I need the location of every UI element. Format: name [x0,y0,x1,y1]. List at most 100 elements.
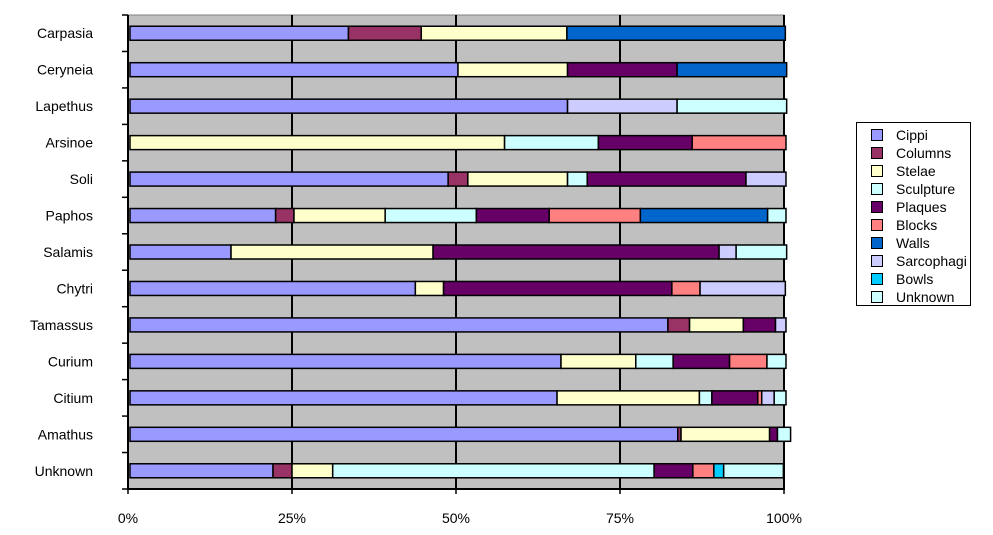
bar-segment-plaques [432,244,720,260]
category-label: Amathus [38,426,93,442]
bar-segment-cippi [129,61,459,78]
category-label: Lapethus [35,98,93,114]
bar-segment-stelae [467,171,569,187]
bar-segment-stelae [129,134,506,151]
bar-segment-stelae [414,280,445,297]
bar-segment-stelae [457,61,569,78]
bar-segment-plaques [597,134,693,151]
bar-segment-stelae [680,426,771,443]
bar-segment-walls [639,207,769,224]
bar-segment-sculpture [384,207,478,224]
bar-segment-cippi [129,25,350,41]
bar-segment-cippi [129,317,669,333]
bar-segment-unknown [735,244,788,260]
bar-segment-stelae [230,244,434,260]
bar-segment-sarcophagi [745,171,787,187]
x-tick-label: 100% [766,510,802,526]
bar-segment-columns [447,171,469,187]
bar-segment-columns [274,207,295,224]
bar-segment-plaques [566,61,678,78]
bar-segment-cippi [129,390,558,406]
x-tick-label: 75% [606,510,634,526]
bar-segment-cippi [129,207,277,224]
category-label: Salamis [43,244,93,260]
legend-swatch [871,237,883,249]
bar-segment-plaques [586,171,747,187]
legend-label: Unknown [896,289,955,305]
bar-segment-sarcophagi [699,280,787,297]
legend-swatch [871,255,883,267]
bar-segment-cippi [129,353,562,370]
bar-segment-stelae [560,353,637,370]
bar-segment-stelae [556,390,701,406]
bar-segment-blocks [691,134,787,151]
legend-label: Columns [896,145,952,161]
bar-segment-cippi [129,426,679,443]
bar-segment-blocks [671,280,701,297]
bar-segment-blocks [692,463,715,479]
bar-segment-cippi [129,171,449,187]
legend-label: Sculpture [896,181,956,197]
x-tick-label: 50% [442,510,470,526]
bar-segment-walls [566,25,787,41]
bar-segment-plaques [742,317,777,333]
bar-segment-blocks [548,207,642,224]
bar-segment-sarcophagi [718,244,737,260]
category-label: Curium [48,353,93,369]
bar-segment-plaques [768,426,779,443]
category-label: Citium [53,390,93,406]
bar-segment-plaques [672,353,731,370]
bar-segment-sculpture [635,353,674,370]
bar-segment-unknown [776,426,792,443]
legend-item: Plaques [871,198,970,216]
legend-swatch [871,183,883,195]
bar-segment-stelae [291,463,334,479]
bar-segment-plaques [653,463,694,479]
bar-segment-plaques [711,390,759,406]
legend-item: Sculpture [871,180,970,198]
bar-segment-unknown [766,207,787,224]
bar-segment-cippi [129,280,417,297]
bar-segment-sculpture [503,134,600,151]
legend-label: Bowls [896,271,934,287]
legend-swatch [871,147,883,159]
legend-item: Columns [871,144,970,162]
bar-segment-sculpture [566,171,588,187]
bar-segment-cippi [129,244,232,260]
bar-segment-bowls [713,463,725,479]
bar-segment-sarcophagi [774,317,787,333]
bar-segment-unknown [766,353,787,370]
bar-segment-sarcophagi [566,98,678,114]
category-label: Arsinoe [46,135,94,151]
bar-segment-unknown [722,463,785,479]
bar-segment-cippi [129,98,569,114]
legend-label: Blocks [896,217,938,233]
legend-item: Walls [871,234,970,252]
bar-segment-plaques [442,280,673,297]
bar-segment-unknown [676,98,788,114]
legend-swatch [871,273,883,285]
category-label: Paphos [46,208,93,224]
bar-segment-blocks [728,353,768,370]
legend-swatch [871,291,883,303]
legend-item: Unknown [871,288,970,306]
x-tick-label: 0% [118,510,138,526]
legend-label: Plaques [896,199,947,215]
legend: Cippi Columns Stelae Sculpture Plaques Blocks… [856,122,971,306]
bar-segment-sculpture [331,463,655,479]
legend-item: Sarcophagi [871,252,970,270]
legend-item: Stelae [871,162,970,180]
legend-swatch [871,129,883,141]
legend-label: Sarcophagi [896,253,967,269]
legend-label: Walls [896,235,930,251]
legend-swatch [871,201,883,213]
legend-swatch [871,165,883,177]
legend-item: Blocks [871,216,970,234]
bar-segment-sarcophagi [760,390,775,406]
legend-label: Stelae [896,163,936,179]
bar-segment-plaques [475,207,550,224]
bar-segment-columns [667,317,691,333]
legend-label: Cippi [896,127,928,143]
bar-segment-columns [347,25,423,41]
